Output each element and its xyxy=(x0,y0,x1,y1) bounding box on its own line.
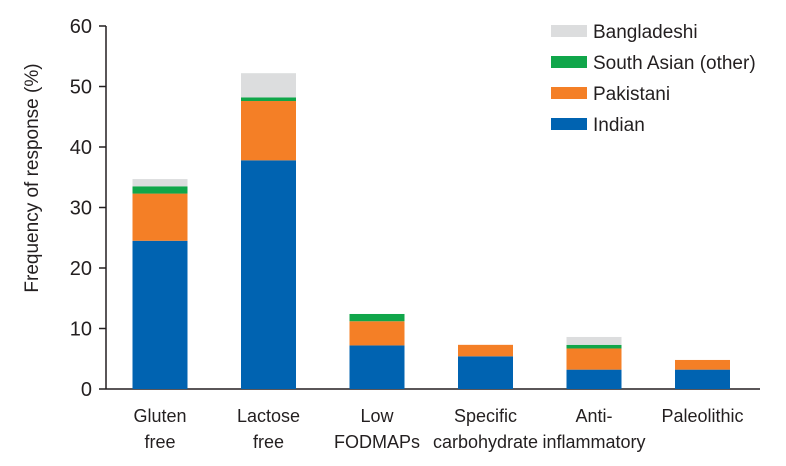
y-tick-label: 30 xyxy=(70,198,92,220)
legend: Bangladeshi South Asian (other) Pakistani I… xyxy=(551,22,756,136)
x-category-label: Specific xyxy=(454,406,517,426)
legend-swatch xyxy=(551,118,587,130)
y-tick-label: 0 xyxy=(81,379,92,401)
bar-segment-south-asian-other-1 xyxy=(241,97,296,102)
bar-segment-indian-4 xyxy=(566,369,622,389)
bar-segment-pakistani-5 xyxy=(675,359,730,370)
legend-label: Pakistani xyxy=(593,84,670,105)
bar-segment-bangladeshi-4 xyxy=(566,336,622,345)
bar-segment-indian-1 xyxy=(241,160,296,389)
legend-swatch xyxy=(551,56,587,68)
legend-swatch xyxy=(551,87,587,99)
x-category-label: carbohydrate xyxy=(433,432,538,452)
bar-segment-south-asian-other-0 xyxy=(132,186,188,194)
bar-segment-indian-0 xyxy=(132,240,188,389)
y-tick-label: 50 xyxy=(70,77,92,99)
x-category-label: Anti- xyxy=(575,406,612,426)
legend-swatch xyxy=(551,25,587,37)
legend-label: Indian xyxy=(593,115,645,136)
legend-label: Bangladeshi xyxy=(593,22,698,43)
x-category-label: Paleolithic xyxy=(661,406,743,426)
bar-segment-bangladeshi-0 xyxy=(132,179,188,187)
bar-segment-bangladeshi-1 xyxy=(241,73,296,98)
y-tick-label: 40 xyxy=(70,137,92,159)
bar-segment-indian-3 xyxy=(458,356,513,389)
x-labels: Gluten free Lactose free Low FODMAPs Specific c… xyxy=(133,406,743,452)
y-tick-label: 20 xyxy=(70,258,92,280)
x-category-label: free xyxy=(253,432,284,452)
bar-segment-pakistani-1 xyxy=(241,101,296,161)
x-category-label: Lactose xyxy=(237,406,300,426)
y-tick-label: 60 xyxy=(70,16,92,38)
bar-segment-indian-2 xyxy=(349,345,405,389)
x-category-label: inflammatory xyxy=(542,432,645,452)
y-tick-label: 10 xyxy=(70,319,92,341)
x-category-label: Low xyxy=(360,406,394,426)
bar-segment-pakistani-3 xyxy=(458,344,513,357)
y-ticks: 0 10 20 30 40 50 60 xyxy=(70,16,106,401)
bar-segment-indian-5 xyxy=(675,369,730,389)
bar-segment-pakistani-4 xyxy=(566,348,622,370)
bar-segment-pakistani-0 xyxy=(132,193,188,241)
x-category-label: Gluten xyxy=(133,406,186,426)
legend-label: South Asian (other) xyxy=(593,53,756,74)
x-category-label: free xyxy=(144,432,175,452)
bar-segment-pakistani-2 xyxy=(349,321,405,346)
bar-segment-south-asian-other-4 xyxy=(566,344,622,349)
x-category-label: FODMAPs xyxy=(334,432,420,452)
y-axis-title: Frequency of response (%) xyxy=(22,63,43,292)
bar-segment-south-asian-other-2 xyxy=(349,313,405,322)
bars xyxy=(132,73,730,389)
